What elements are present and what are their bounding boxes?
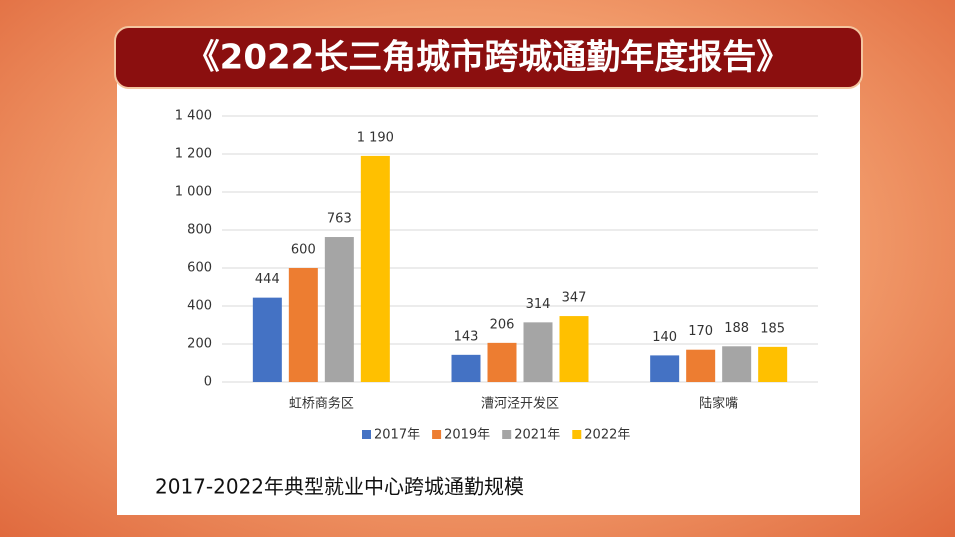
value-label: 444 <box>255 272 280 287</box>
bar <box>523 322 553 382</box>
caption: 2017-2022年典型就业中心跨城通勤规模 <box>155 475 524 499</box>
y-tick-label: 1 400 <box>175 109 212 124</box>
x-tick-label: 虹桥商务区 <box>289 396 354 412</box>
bar <box>252 297 282 382</box>
x-tick-label: 陆家嘴 <box>699 396 738 412</box>
value-label: 143 <box>454 329 479 344</box>
y-tick-label: 200 <box>187 337 212 352</box>
legend-label: 2021年 <box>514 428 560 443</box>
value-label: 206 <box>490 317 515 332</box>
x-tick-label: 漕河泾开发区 <box>481 396 559 412</box>
value-label: 347 <box>562 291 587 306</box>
bar <box>487 342 517 382</box>
value-label: 763 <box>327 212 352 227</box>
value-label: 600 <box>291 243 316 258</box>
bar <box>722 346 752 382</box>
y-tick-label: 0 <box>204 375 212 390</box>
bar <box>360 155 390 382</box>
bar <box>324 237 354 382</box>
legend-label: 2017年 <box>374 428 420 443</box>
title-banner <box>114 26 863 89</box>
legend-label: 2022年 <box>584 428 630 443</box>
value-label: 170 <box>688 324 713 339</box>
y-tick-label: 800 <box>187 223 212 238</box>
legend-swatch <box>432 430 442 439</box>
legend-swatch <box>362 430 371 439</box>
bar <box>758 346 788 382</box>
legend-swatch <box>572 430 582 439</box>
y-tick-label: 1 200 <box>175 147 212 162</box>
y-tick-label: 400 <box>187 299 212 314</box>
value-label: 314 <box>526 297 551 312</box>
y-tick-label: 600 <box>187 261 212 276</box>
value-label: 185 <box>760 321 785 336</box>
bar <box>686 349 716 382</box>
chart-title: 《2022长三角城市跨城通勤年度报告》 <box>186 38 791 78</box>
value-label: 1 190 <box>357 130 394 145</box>
legend-label: 2019年 <box>444 428 490 443</box>
bar <box>288 268 318 382</box>
value-label: 188 <box>724 321 749 336</box>
value-label: 140 <box>652 330 677 345</box>
legend-swatch <box>502 430 512 439</box>
bar <box>650 355 680 382</box>
bar <box>559 316 589 382</box>
panel <box>117 80 860 515</box>
bar <box>451 354 481 382</box>
y-tick-label: 1 000 <box>175 185 212 200</box>
